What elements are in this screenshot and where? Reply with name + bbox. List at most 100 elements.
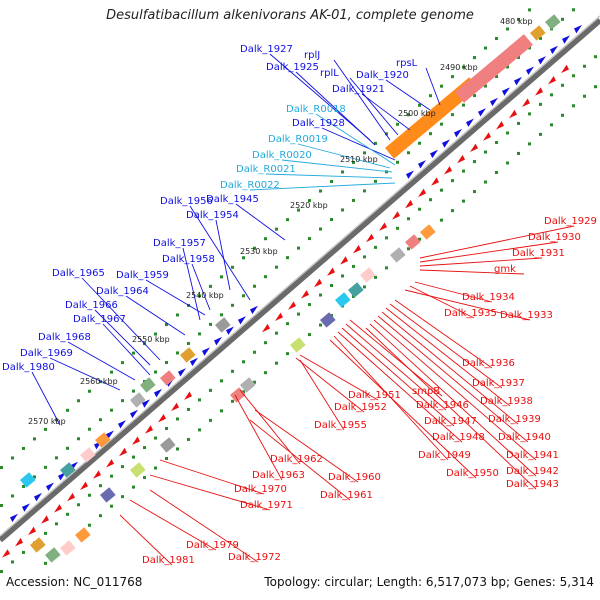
gc-dot [583, 64, 586, 68]
gc-dot [429, 94, 432, 98]
feature-label: Dalk_1966 [65, 300, 118, 311]
leader-line [125, 295, 186, 336]
gc-dot [418, 141, 421, 145]
leader-line [249, 182, 396, 191]
gc-dot [451, 75, 454, 79]
feature-label: Dalk_1967 [73, 314, 126, 325]
gc-dot [407, 151, 410, 155]
forward-gene-arrow [502, 87, 510, 96]
feature-label: Dalk_1920 [356, 70, 409, 81]
leader-line [349, 77, 399, 136]
forward-gene-arrow [454, 128, 462, 138]
gc-dot [473, 190, 476, 194]
gc-dot [0, 466, 3, 469]
feature-block [75, 527, 91, 543]
gc-dot [418, 103, 421, 107]
feature-block [130, 462, 146, 478]
gc-dot [308, 303, 311, 307]
gc-dot [462, 103, 465, 107]
feature-block [59, 462, 76, 478]
gc-dot [11, 494, 14, 498]
gc-dot [286, 256, 289, 260]
gc-dot [231, 303, 234, 307]
gc-dot [176, 447, 179, 451]
feature-label: Dalk_1958 [162, 254, 215, 265]
gc-dot [264, 341, 267, 345]
feature-band [455, 34, 533, 103]
feature-label: Dalk_1938 [480, 396, 533, 407]
gc-dot [209, 284, 212, 288]
gc-dot [253, 284, 256, 288]
gc-dot [506, 27, 509, 31]
gc-dot [539, 132, 542, 136]
gc-dot [110, 408, 113, 412]
gc-dot [154, 370, 157, 374]
gc-dot [385, 236, 388, 240]
gc-dot [363, 285, 366, 289]
gc-dot [44, 531, 47, 535]
feature-label: Dalk_1933 [500, 310, 553, 321]
reverse-gene-arrow [561, 64, 569, 74]
feature-label: gmk [494, 264, 516, 275]
gc-dot [484, 84, 487, 88]
gc-dot [110, 474, 113, 478]
gc-dot [286, 322, 289, 326]
gc-dot [308, 199, 311, 203]
gc-dot [242, 256, 245, 260]
gc-dot [308, 237, 311, 241]
gc-dot [121, 399, 124, 403]
reverse-gene-arrow [366, 233, 374, 243]
gc-dot [253, 350, 256, 354]
leader-line [31, 371, 61, 426]
feature-label: Dalk_1948 [432, 432, 485, 443]
gc-dot [0, 570, 3, 573]
feature-block [95, 432, 111, 448]
reverse-gene-arrow [353, 245, 361, 254]
forward-gene-arrow [466, 118, 474, 127]
leader-line [414, 281, 493, 303]
kbp-tick-label: 2490 kbp [440, 63, 478, 72]
forward-gene-arrow [118, 420, 126, 429]
gc-dot [220, 409, 223, 413]
gc-dot [99, 484, 102, 488]
gc-dot [99, 514, 102, 518]
gc-dot [517, 55, 520, 59]
feature-label: Dalk_1928 [292, 118, 345, 129]
gc-dot [440, 84, 443, 88]
gc-dot [539, 102, 542, 106]
feature-label: Dalk_1954 [186, 210, 239, 221]
forward-gene-arrow [418, 160, 426, 169]
forward-gene-arrow [538, 56, 546, 65]
gc-dot [44, 561, 47, 565]
feature-block [347, 282, 364, 298]
gc-dot [99, 380, 102, 384]
gc-dot [473, 160, 476, 164]
feature-label: Dalk_1930 [528, 232, 581, 243]
summary-text: Topology: circular; Length: 6,517,073 bp… [264, 575, 594, 589]
feature-label: Dalk_1968 [38, 332, 91, 343]
feature-label: Dalk_1931 [512, 248, 565, 259]
gc-dot [198, 294, 201, 298]
kbp-tick-label: 2560 kbp [80, 377, 118, 386]
reverse-gene-arrow [509, 109, 517, 119]
feature-label: Dalk_1935 [444, 308, 497, 319]
label-leaders [31, 53, 575, 566]
gc-dot [165, 361, 168, 364]
gc-dot [176, 417, 179, 421]
gc-dot [374, 245, 377, 249]
gc-dot [473, 56, 476, 60]
reverse-gene-arrow [67, 492, 75, 502]
gc-dot [44, 465, 47, 469]
leader-line [81, 277, 161, 361]
feature-block [230, 387, 246, 403]
gc-dot [330, 180, 333, 183]
reverse-gene-arrow [93, 470, 101, 479]
feature-label: Dalk_1949 [418, 450, 471, 461]
gc-dot [297, 246, 300, 250]
gc-dot [583, 94, 586, 98]
leader-line [102, 323, 151, 376]
page-title: Desulfatibacillum alkenivorans AK-01, co… [106, 8, 474, 23]
feature-label: rpsL [396, 58, 418, 69]
gc-dot [132, 485, 135, 489]
gc-dot [451, 113, 454, 117]
